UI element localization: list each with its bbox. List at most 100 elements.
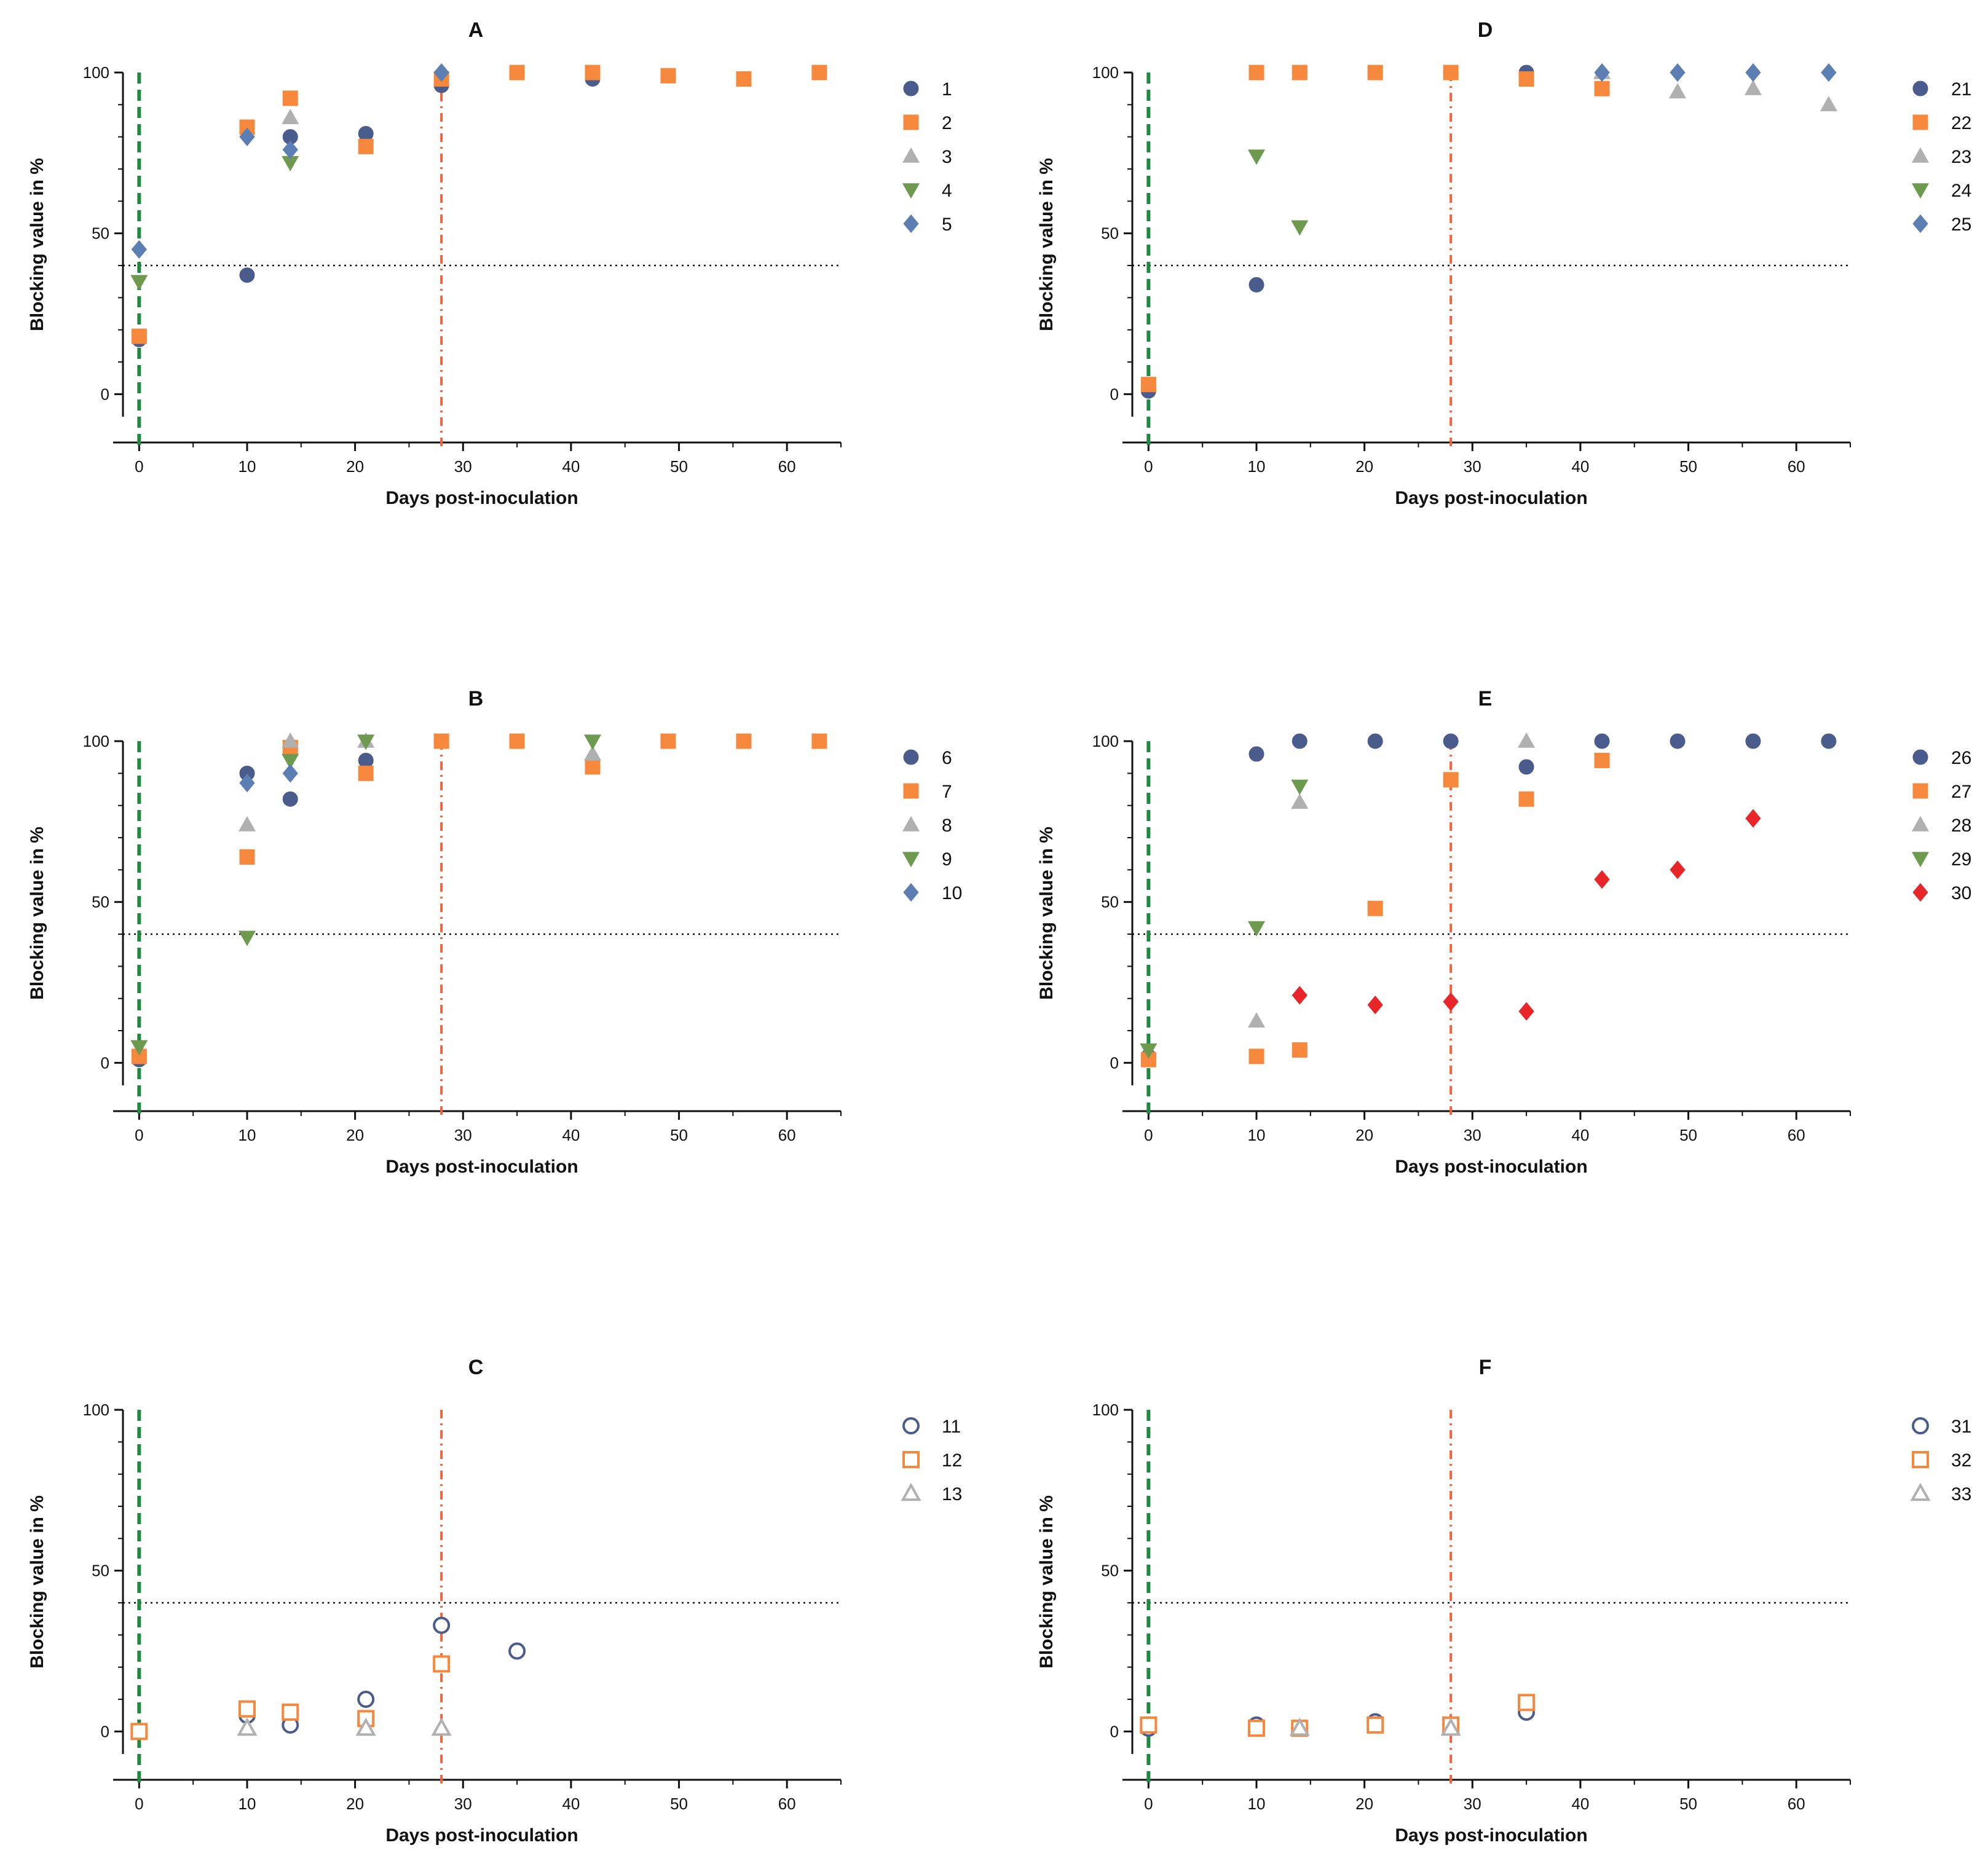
panel-title: F: [1479, 1356, 1492, 1379]
legend-label: 26: [1951, 748, 1971, 768]
legend-marker: [1912, 214, 1928, 234]
data-point: [1289, 1717, 1310, 1736]
panel-title: D: [1478, 18, 1493, 42]
x-tick-label: 20: [1355, 1795, 1373, 1813]
x-tick-label: 40: [1571, 1795, 1589, 1813]
data-point: [282, 732, 299, 748]
data-point: [239, 849, 255, 865]
legend-marker: [1912, 1417, 1929, 1434]
data-point: [131, 240, 147, 259]
x-axis-label: Days post-inoculation: [1395, 488, 1587, 508]
data-point: [1292, 733, 1308, 749]
data-point: [1518, 732, 1536, 748]
data-point: [1248, 1048, 1264, 1064]
data-point: [1440, 1717, 1461, 1736]
data-point: [1594, 81, 1610, 96]
data-point: [1367, 65, 1383, 81]
x-tick-label: 10: [239, 1795, 256, 1813]
x-tick-label: 60: [1788, 457, 1805, 476]
legend-marker: [902, 1451, 920, 1468]
legend-label: 8: [942, 816, 952, 836]
x-tick-label: 40: [1571, 1126, 1589, 1144]
x-tick-label: 50: [1679, 1795, 1697, 1813]
x-tick-label: 20: [346, 457, 364, 476]
data-point: [1821, 63, 1837, 82]
data-point: [1745, 809, 1761, 828]
data-point: [1518, 759, 1534, 775]
legend-marker: [1911, 183, 1930, 199]
y-axis-label: Blocking value in %: [27, 827, 47, 1000]
x-tick-label: 0: [1144, 1795, 1153, 1813]
x-tick-label: 10: [1248, 1795, 1266, 1813]
panel-title: A: [468, 18, 484, 42]
data-point: [585, 759, 601, 775]
data-point: [1367, 733, 1383, 749]
y-tick-label: 50: [1101, 893, 1119, 911]
data-point: [583, 734, 602, 750]
legend-label: 7: [942, 782, 952, 802]
x-tick-label: 60: [778, 457, 796, 476]
series-22: [1140, 65, 1610, 393]
x-tick-label: 40: [562, 1795, 580, 1813]
data-point: [1367, 900, 1383, 916]
data-point: [282, 764, 298, 783]
y-tick-label: 100: [1092, 63, 1119, 82]
x-axis-label: Days post-inoculation: [1395, 1157, 1587, 1177]
data-point: [1670, 63, 1686, 82]
x-tick-label: 30: [1464, 457, 1481, 476]
data-point: [1594, 870, 1610, 889]
x-tick-label: 20: [1355, 457, 1373, 476]
x-tick-label: 60: [1788, 1126, 1805, 1144]
data-point: [358, 125, 374, 141]
series-25: [1594, 63, 1837, 82]
legend-label: 27: [1951, 782, 1971, 802]
legend-marker: [902, 852, 920, 868]
series-10: [239, 764, 298, 793]
y-axis-label: Blocking value in %: [1036, 827, 1057, 1000]
data-point: [583, 745, 602, 761]
data-point: [811, 65, 827, 81]
legend-marker: [1911, 816, 1930, 832]
x-axis-label: Days post-inoculation: [385, 1825, 578, 1846]
data-point: [1247, 1720, 1265, 1737]
data-point: [1821, 733, 1837, 749]
x-tick-label: 0: [1144, 457, 1153, 476]
series-21: [1140, 65, 1534, 399]
x-tick-label: 40: [562, 457, 580, 476]
data-point: [1247, 149, 1266, 165]
legend-marker: [903, 783, 919, 799]
legend-marker: [903, 114, 919, 130]
series-6: [131, 733, 525, 1068]
data-point: [1292, 986, 1308, 1005]
legend-marker: [903, 749, 919, 765]
x-axis-label: Days post-inoculation: [1395, 1825, 1587, 1846]
series-9: [130, 734, 602, 1056]
legend-label: 3: [942, 147, 952, 167]
x-tick-label: 50: [1679, 1126, 1697, 1144]
panel-A: A 0 50 100 0 10 20 30 40 50 60 Days post-inoculatio…: [27, 18, 952, 508]
legend-marker: [903, 214, 919, 234]
legend-marker: [902, 1417, 920, 1434]
series-4: [130, 155, 299, 291]
x-tick-label: 0: [135, 1126, 143, 1144]
data-point: [1594, 63, 1610, 82]
data-point: [130, 1040, 148, 1056]
series-29: [1140, 779, 1309, 1059]
data-point: [130, 1723, 148, 1740]
y-tick-label: 50: [92, 893, 109, 911]
y-tick-label: 100: [1092, 1401, 1119, 1419]
y-tick-label: 0: [101, 385, 109, 403]
y-axis-label: Blocking value in %: [1036, 1495, 1057, 1669]
series-23: [1593, 63, 1837, 112]
panel-D: D 0 50 100 0 10 20 30 40 50 60 Days post-inoculatio…: [1036, 18, 1971, 508]
y-axis-label: Blocking value in %: [27, 158, 47, 331]
legend-label: 32: [1951, 1450, 1971, 1471]
data-point: [1443, 65, 1459, 81]
data-point: [1248, 277, 1264, 293]
legend-marker: [902, 147, 920, 163]
y-tick-label: 100: [1092, 732, 1119, 750]
legend-label: 21: [1951, 79, 1971, 100]
data-point: [237, 1717, 258, 1736]
legend-label: 28: [1951, 816, 1971, 836]
